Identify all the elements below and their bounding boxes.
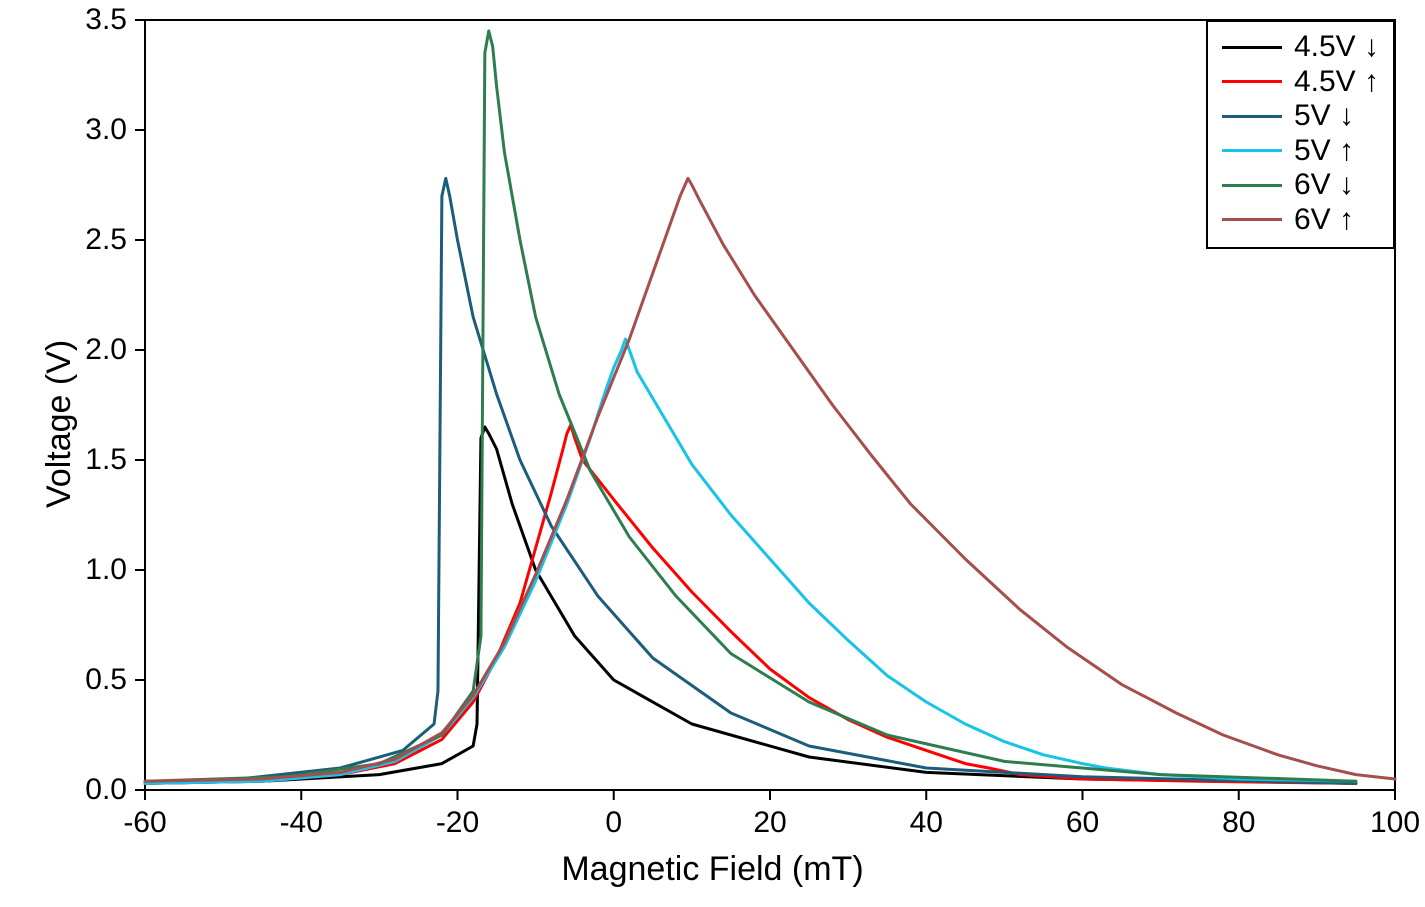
legend-swatch [1222, 184, 1282, 187]
legend-swatch [1222, 80, 1282, 83]
y-tick-label: 0.0 [85, 773, 127, 807]
legend-label: 6V ↓ [1294, 168, 1354, 203]
x-tick-label: 80 [1199, 806, 1279, 840]
legend-swatch [1222, 115, 1282, 118]
legend-swatch [1222, 46, 1282, 49]
y-tick-label: 0.5 [85, 663, 127, 697]
series-line [145, 31, 1356, 781]
legend-item: 5V ↑ [1222, 134, 1379, 169]
x-tick-label: 40 [886, 806, 966, 840]
legend-swatch [1222, 149, 1282, 152]
x-tick-label: -40 [261, 806, 341, 840]
series-line [145, 339, 1356, 783]
x-tick-label: -60 [105, 806, 185, 840]
y-tick-label: 2.5 [85, 223, 127, 257]
series-line [145, 425, 1356, 784]
legend-label: 4.5V ↑ [1294, 65, 1379, 100]
y-tick-label: 1.0 [85, 553, 127, 587]
y-tick-label: 3.0 [85, 113, 127, 147]
legend: 4.5V ↓4.5V ↑5V ↓5V ↑6V ↓6V ↑ [1206, 20, 1395, 249]
y-tick-label: 1.5 [85, 443, 127, 477]
legend-swatch [1222, 218, 1282, 221]
series-line [145, 427, 1356, 783]
legend-label: 6V ↑ [1294, 203, 1354, 238]
y-tick-label: 2.0 [85, 333, 127, 367]
series-line [145, 178, 1356, 783]
legend-item: 5V ↓ [1222, 99, 1379, 134]
legend-label: 4.5V ↓ [1294, 30, 1379, 65]
x-tick-label: 100 [1355, 806, 1425, 840]
y-tick-label: 3.5 [85, 3, 127, 37]
x-tick-label: 20 [730, 806, 810, 840]
x-tick-label: -20 [418, 806, 498, 840]
legend-label: 5V ↓ [1294, 99, 1354, 134]
series-line [145, 178, 1395, 781]
legend-item: 4.5V ↓ [1222, 30, 1379, 65]
legend-item: 4.5V ↑ [1222, 65, 1379, 100]
legend-label: 5V ↑ [1294, 134, 1354, 169]
legend-item: 6V ↑ [1222, 203, 1379, 238]
x-axis-title: Magnetic Field (mT) [0, 850, 1425, 889]
chart-container: -60 -40 -20 0 20 40 60 80 100 0.0 0.5 1.0 1.5 2.0 2.5 3… [0, 0, 1425, 907]
legend-item: 6V ↓ [1222, 168, 1379, 203]
y-axis-title: Voltage (V) [40, 340, 79, 508]
x-tick-label: 0 [574, 806, 654, 840]
x-tick-label: 60 [1043, 806, 1123, 840]
